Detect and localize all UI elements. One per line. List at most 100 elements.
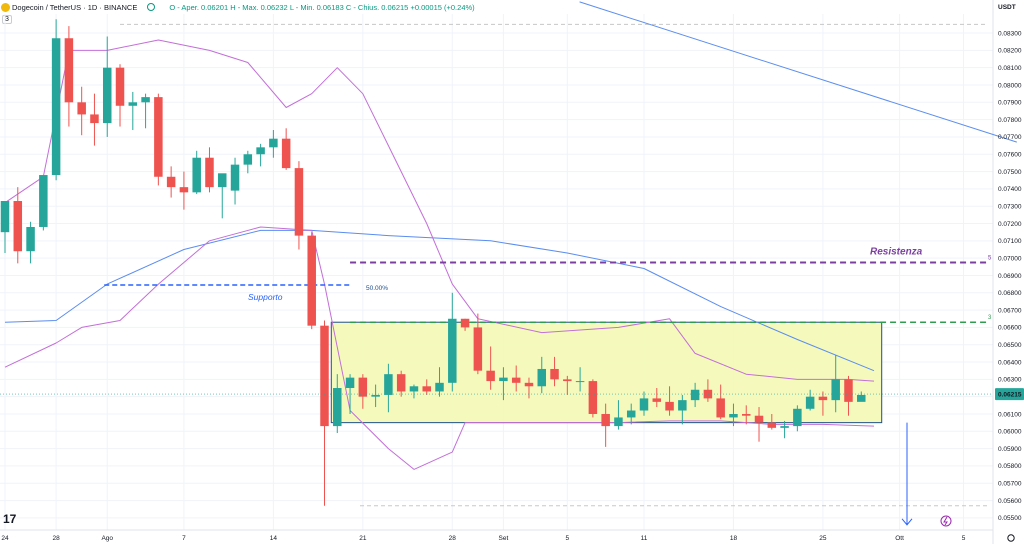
candle-body bbox=[550, 368, 559, 380]
price-tick-label: 0.08000 bbox=[998, 82, 1022, 89]
candle-body bbox=[499, 377, 508, 382]
price-tick-label: 0.07600 bbox=[998, 152, 1022, 159]
candle-body bbox=[729, 413, 738, 418]
candle-body bbox=[857, 394, 866, 402]
resistance-label: Resistenza bbox=[870, 246, 923, 257]
candle-body bbox=[805, 396, 815, 409]
candle-body bbox=[243, 154, 253, 165]
candle-body bbox=[13, 201, 23, 252]
price-tick-label: 0.06700 bbox=[998, 307, 1022, 314]
candle-body bbox=[767, 422, 777, 428]
candle-body bbox=[26, 226, 35, 252]
time-tick-label: 25 bbox=[819, 535, 827, 542]
candle-body bbox=[741, 413, 751, 416]
candle-body bbox=[524, 382, 534, 387]
support-label: Supporto bbox=[248, 292, 283, 302]
time-tick-label: Ago bbox=[101, 535, 113, 542]
candle-body bbox=[281, 138, 291, 169]
time-tick-label: 5 bbox=[566, 535, 570, 542]
events-lightning-icon[interactable] bbox=[940, 515, 952, 527]
candle-body bbox=[39, 175, 48, 227]
price-tick-label: 0.07400 bbox=[998, 186, 1022, 193]
time-tick-label: 5 bbox=[962, 535, 966, 542]
candle-body bbox=[486, 370, 495, 382]
price-tick-label: 0.07200 bbox=[998, 221, 1022, 228]
last-price-label: 0.06215 bbox=[998, 392, 1022, 399]
candle-body bbox=[396, 374, 406, 392]
candle-body bbox=[818, 396, 828, 401]
candle-body bbox=[371, 394, 380, 397]
price-tick-label: 0.06600 bbox=[998, 325, 1022, 332]
time-tick-label: 28 bbox=[53, 535, 61, 542]
candle-body bbox=[639, 398, 649, 411]
candle-body bbox=[716, 398, 725, 418]
status-dot-icon bbox=[147, 3, 156, 11]
candle-body bbox=[256, 147, 265, 155]
price-tick-label: 0.06400 bbox=[998, 359, 1022, 366]
candle-body bbox=[793, 408, 802, 427]
candle-body bbox=[575, 381, 585, 383]
consolidation-zone bbox=[330, 321, 883, 424]
price-tick-label: 0.05700 bbox=[998, 481, 1022, 488]
candle-body bbox=[473, 327, 483, 371]
right-marker-mid: 3 bbox=[988, 315, 992, 321]
candle-body bbox=[460, 318, 470, 328]
price-tick-label: 0.07800 bbox=[998, 117, 1022, 124]
indicator-count: 3 bbox=[5, 16, 9, 23]
time-tick-label: Ott bbox=[895, 535, 904, 542]
candle-body bbox=[690, 389, 700, 401]
price-tick-label: 0.07300 bbox=[998, 204, 1022, 211]
right-marker-top: 5 bbox=[988, 255, 992, 261]
time-tick-label: 24 bbox=[1, 535, 9, 542]
candle-body bbox=[780, 426, 789, 428]
candle-body bbox=[102, 67, 112, 124]
bollinger-lower-band bbox=[4, 226, 875, 470]
candle-body bbox=[333, 388, 342, 427]
dogecoin-logo-icon bbox=[1, 2, 10, 12]
candle-body bbox=[166, 176, 176, 188]
candle-body bbox=[678, 400, 687, 411]
candle-body bbox=[831, 379, 840, 401]
candle-body bbox=[0, 201, 10, 233]
candle-body bbox=[511, 377, 521, 383]
ohlc-readout: O - Aper. 0.06201 H - Max. 0.06232 L - M… bbox=[169, 2, 475, 12]
price-unit-label: USDT bbox=[998, 4, 1016, 11]
symbol-title[interactable]: Dogecoin / TetherUS · 1D · BINANCE bbox=[12, 2, 138, 12]
price-tick-label: 0.05900 bbox=[998, 446, 1022, 453]
price-tick-label: 0.07100 bbox=[998, 238, 1022, 245]
price-tick-label: 0.05800 bbox=[998, 463, 1022, 470]
price-tick-label: 0.07700 bbox=[998, 134, 1022, 141]
indicators-toggle[interactable]: 3 bbox=[2, 15, 12, 24]
settings-gear-icon[interactable] bbox=[1007, 534, 1015, 542]
candle-body bbox=[588, 381, 598, 414]
candle-body bbox=[218, 173, 227, 188]
tradingview-logo: 17 bbox=[3, 512, 17, 526]
candle-body bbox=[77, 102, 86, 115]
candle-body bbox=[601, 413, 610, 427]
time-tick-label: 7 bbox=[182, 535, 186, 542]
price-tick-label: 0.05500 bbox=[998, 515, 1022, 522]
candle-body bbox=[64, 38, 74, 103]
candle-body bbox=[844, 379, 853, 402]
candle-body bbox=[435, 382, 444, 392]
bollinger-upper-band bbox=[4, 39, 875, 382]
candle-body bbox=[448, 318, 457, 383]
candle-body bbox=[115, 67, 125, 106]
candle-body bbox=[90, 114, 99, 124]
price-tick-label: 0.05600 bbox=[998, 498, 1022, 505]
events-lightning-glyph bbox=[943, 516, 948, 526]
candle-body bbox=[154, 97, 163, 177]
price-tick-label: 0.08200 bbox=[998, 48, 1022, 55]
price-tick-label: 0.07000 bbox=[998, 255, 1022, 262]
target-arrow-head bbox=[901, 518, 913, 526]
candle-body bbox=[345, 377, 355, 389]
fib-50-label: 50.00% bbox=[366, 285, 388, 292]
price-tick-label: 0.06000 bbox=[998, 429, 1022, 436]
time-tick-label: 11 bbox=[641, 535, 648, 542]
price-tick-label: 0.06900 bbox=[998, 273, 1022, 280]
moving-average-line bbox=[4, 229, 875, 372]
descending-trendline bbox=[579, 1, 1017, 143]
candle-body bbox=[269, 138, 278, 148]
last-price-tag bbox=[995, 388, 1024, 401]
